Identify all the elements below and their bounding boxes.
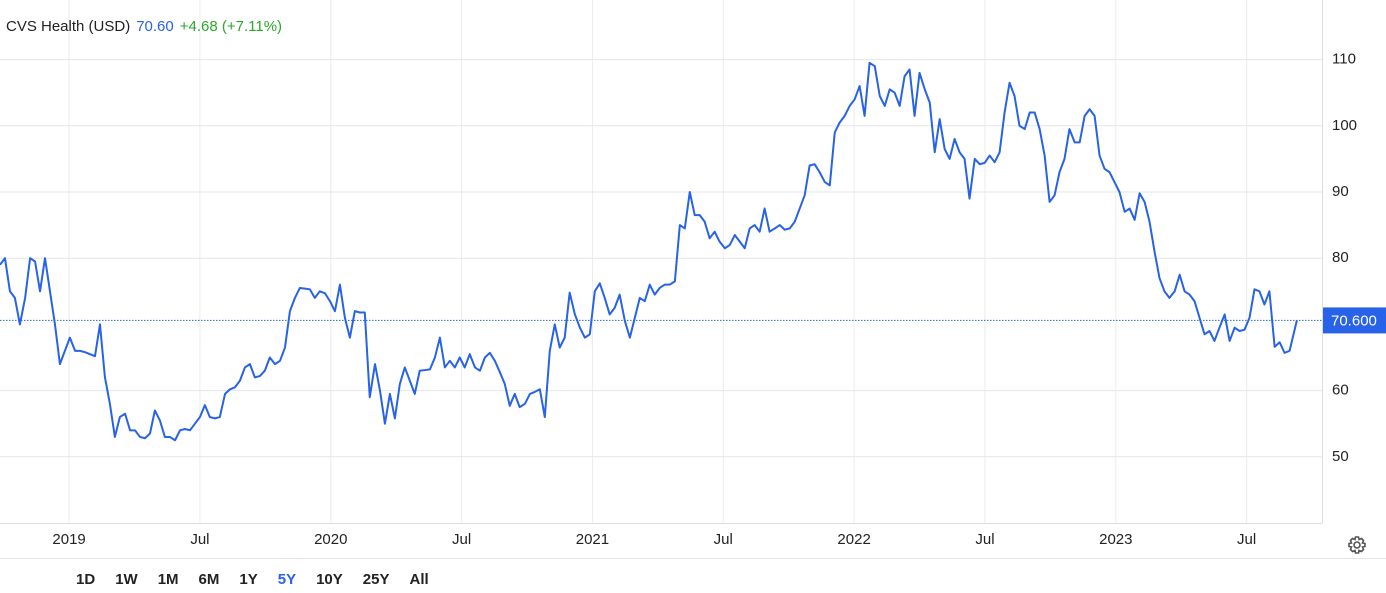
grid [0, 0, 1322, 523]
header: CVS Health (USD) 70.60 +4.68 (+7.11%) [6, 18, 288, 35]
range-buttons: 1D 1W 1M 6M 1Y 5Y 10Y 25Y All [66, 571, 439, 588]
y-tick-label: 50 [1332, 448, 1349, 465]
x-tick-label: 2023 [1099, 531, 1132, 548]
y-tick-label: 60 [1332, 382, 1349, 399]
y-tick-label: 110 [1332, 51, 1356, 68]
y-tick-label: 100 [1332, 117, 1357, 134]
range-button[interactable]: 1D [76, 571, 96, 588]
price: 70.60 [136, 18, 174, 35]
last-price-label: 70.600 [1331, 312, 1377, 329]
x-tick-label: 2021 [576, 531, 609, 548]
title: CVS Health (USD) [6, 18, 131, 35]
plot-area [0, 0, 1322, 523]
range-button[interactable]: 1M [157, 571, 179, 588]
chart: 2019 Jul 2020 Jul 2021 Jul 2022 Jul 2023 Jul 50 60 8… [0, 0, 1386, 559]
last-price-box [1323, 307, 1386, 334]
range-button[interactable]: 6M [198, 571, 220, 588]
change: +4.68 (+7.11%) [179, 18, 283, 35]
x-tick-label: 2022 [837, 531, 870, 548]
range-button[interactable]: 1Y [239, 571, 258, 588]
x-tick-label: Jul [714, 531, 733, 548]
x-tick-label: 2019 [52, 531, 85, 548]
x-tick-label: Jul [190, 531, 209, 548]
settings-icon-gear [1348, 536, 1366, 554]
settings-icon[interactable] [1348, 536, 1366, 554]
x-tick-label: Jul [1237, 531, 1256, 548]
range-button[interactable]: 25Y [362, 571, 390, 588]
range-button[interactable]: 10Y [316, 571, 343, 588]
x-tick-label: Jul [975, 531, 994, 548]
x-tick-label: 2020 [314, 531, 347, 548]
price-line [0, 61, 1298, 442]
range-button[interactable]: All [409, 571, 429, 588]
settings-icon-hub [1353, 541, 1361, 549]
range-button[interactable]: 5Y [277, 571, 297, 588]
x-tick-label: Jul [452, 531, 471, 548]
y-tick-label: 90 [1332, 183, 1349, 200]
y-tick-label: 80 [1332, 249, 1349, 266]
range-button[interactable]: 1W [115, 571, 138, 588]
